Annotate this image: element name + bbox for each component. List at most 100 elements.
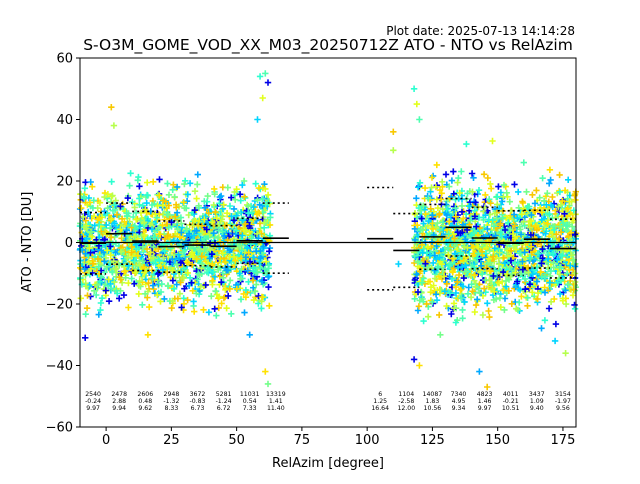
scatter-point — [528, 217, 535, 225]
bin-stat-label: 6.73 — [191, 405, 205, 412]
scatter-point — [104, 205, 111, 212]
scatter-point — [84, 292, 91, 299]
scatter-point — [529, 271, 536, 278]
scatter-outlier — [246, 331, 253, 338]
scatter-point — [456, 189, 463, 197]
scatter-point — [561, 187, 569, 194]
scatter-point — [553, 256, 561, 264]
scatter-point — [507, 212, 514, 219]
bin-stat-label: 4823 — [477, 391, 493, 398]
scatter-point — [83, 225, 90, 232]
scatter-point — [487, 200, 494, 207]
scatter-point — [104, 247, 111, 254]
scatter-point — [505, 287, 512, 294]
scatter-point — [151, 234, 159, 241]
scatter-point — [214, 234, 222, 242]
scatter-point — [233, 186, 240, 193]
scatter-point — [169, 255, 176, 263]
scatter-point — [184, 269, 191, 277]
scatter-point — [546, 279, 553, 286]
scatter-point — [485, 255, 492, 262]
bin-stat-label: 1.41 — [269, 398, 283, 405]
scatter-point — [178, 229, 185, 236]
scatter-point — [539, 175, 546, 182]
scatter-point — [454, 179, 461, 186]
bin-stat-label: 1104 — [398, 391, 414, 398]
scatter-point — [189, 261, 196, 268]
scatter-point — [254, 197, 261, 204]
scatter-point — [521, 222, 528, 229]
scatter-point — [225, 233, 232, 241]
scatter-point — [136, 262, 144, 269]
scatter-point — [161, 247, 168, 255]
scatter-point — [428, 238, 436, 245]
scatter-point — [191, 207, 198, 214]
scatter-point — [226, 253, 233, 260]
scatter-point — [97, 299, 105, 307]
scatter-point — [193, 255, 200, 263]
scatter-point — [480, 203, 488, 210]
scatter-point — [446, 183, 453, 190]
scatter-point — [524, 302, 531, 309]
scatter-point — [237, 296, 245, 303]
scatter-point — [565, 176, 572, 183]
bin-stat-label: 1.25 — [373, 398, 387, 405]
bin-stat-label: 3154 — [555, 391, 571, 398]
scatter-point — [436, 311, 443, 319]
scatter-point — [142, 276, 149, 283]
scatter-point — [228, 310, 235, 317]
scatter-point — [457, 230, 464, 237]
scatter-point — [191, 227, 199, 235]
scatter-point — [561, 210, 568, 217]
scatter-point — [154, 277, 161, 284]
scatter-point — [224, 184, 231, 191]
scatter-point — [415, 303, 423, 310]
axes-layer: 0 25 50 75 100 125 150 175 −60 −40 −20 0 20 40 60 — [46, 52, 577, 448]
scatter-point — [563, 270, 571, 277]
bin-stat-label: 8.33 — [165, 405, 179, 412]
scatter-point — [237, 275, 244, 282]
scatter-point — [430, 208, 437, 215]
scatter-point — [105, 276, 112, 283]
scatter-point — [101, 208, 108, 215]
scatter-point — [565, 281, 572, 288]
scatter-point — [434, 287, 441, 294]
scatter-point — [539, 255, 546, 262]
scatter-point — [113, 269, 120, 276]
scatter-point — [499, 214, 506, 222]
scatter-point — [510, 211, 518, 218]
scatter-point — [546, 180, 553, 187]
scatter-point — [414, 222, 421, 229]
scatter-point — [433, 297, 441, 304]
scatter-point — [475, 244, 482, 251]
x-axis-label: RelAzim [degree] — [272, 456, 384, 471]
scatter-point — [226, 285, 233, 293]
scatter-point — [439, 205, 446, 213]
scatter-outlier — [410, 356, 418, 363]
scatter-point — [457, 294, 465, 302]
scatter-point — [506, 264, 514, 271]
scatter-point — [425, 313, 432, 320]
scatter-point — [510, 230, 517, 238]
scatter-point — [132, 268, 139, 275]
scatter-point — [162, 198, 170, 205]
scatter-point — [258, 278, 266, 285]
scatter-point — [484, 174, 491, 182]
scatter-point — [143, 245, 151, 253]
scatter-point — [545, 242, 552, 250]
scatter-point — [428, 174, 436, 181]
scatter-point — [108, 285, 115, 292]
scatter-point — [414, 288, 422, 296]
scatter-point — [542, 193, 550, 200]
scatter-point — [190, 298, 197, 305]
scatter-point — [219, 228, 226, 235]
bin-stat-label: 7.33 — [243, 405, 257, 412]
scatter-point — [143, 191, 151, 199]
scatter-point — [545, 305, 553, 312]
scatter-point — [78, 204, 85, 212]
scatter-point — [164, 180, 171, 187]
scatter-point — [244, 244, 251, 252]
scatter-point — [556, 264, 563, 271]
scatter-point — [182, 238, 190, 245]
scatter-point — [418, 215, 425, 222]
